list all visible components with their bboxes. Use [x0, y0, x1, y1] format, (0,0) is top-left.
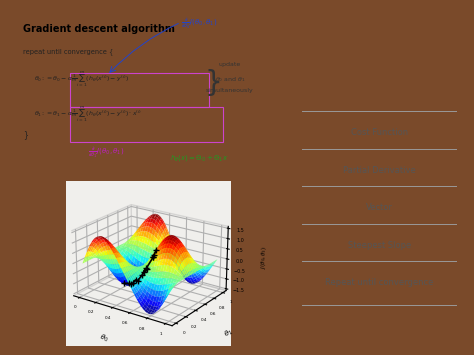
Text: $\theta_0$ and $\theta_1$: $\theta_0$ and $\theta_1$ — [215, 75, 245, 84]
Text: $h_\theta(x) = \Theta_0 + \Theta_1 x$: $h_\theta(x) = \Theta_0 + \Theta_1 x$ — [170, 153, 228, 163]
Text: Repeat until convergence: Repeat until convergence — [325, 278, 433, 287]
Text: $\theta_0 := \theta_0 - \alpha\frac{1}{m}\sum_{i=1}^{m}(h_\theta(x^{(i)})-y^{(i): $\theta_0 := \theta_0 - \alpha\frac{1}{m… — [34, 70, 128, 89]
Text: Gradient descent algorithm: Gradient descent algorithm — [23, 24, 174, 34]
Text: Partial Derivative: Partial Derivative — [343, 166, 416, 175]
Text: $\frac{\partial}{\partial\theta_1}J(\theta_0,\theta_1)$: $\frac{\partial}{\partial\theta_1}J(\the… — [88, 146, 125, 160]
Y-axis label: $\theta_1$: $\theta_1$ — [222, 327, 235, 340]
Text: }: } — [23, 130, 27, 139]
Text: $\frac{\partial}{\partial\theta_0}J(\theta_0,\theta_1)$: $\frac{\partial}{\partial\theta_0}J(\the… — [181, 17, 217, 31]
Text: Cost Function: Cost Function — [351, 129, 408, 137]
Text: Vector: Vector — [366, 203, 392, 212]
X-axis label: $\theta_0$: $\theta_0$ — [99, 332, 110, 344]
Text: update: update — [219, 62, 241, 67]
Text: }: } — [205, 70, 222, 97]
Text: repeat until convergence {: repeat until convergence { — [23, 49, 113, 55]
Text: $\theta_1 := \theta_1 - \alpha\frac{1}{m}\sum_{i=1}^{m}(h_\theta(x^{(i)})-y^{(i): $\theta_1 := \theta_1 - \alpha\frac{1}{m… — [34, 105, 142, 124]
Text: simultaneously: simultaneously — [206, 88, 254, 93]
Text: Steepest Slope: Steepest Slope — [347, 241, 411, 250]
